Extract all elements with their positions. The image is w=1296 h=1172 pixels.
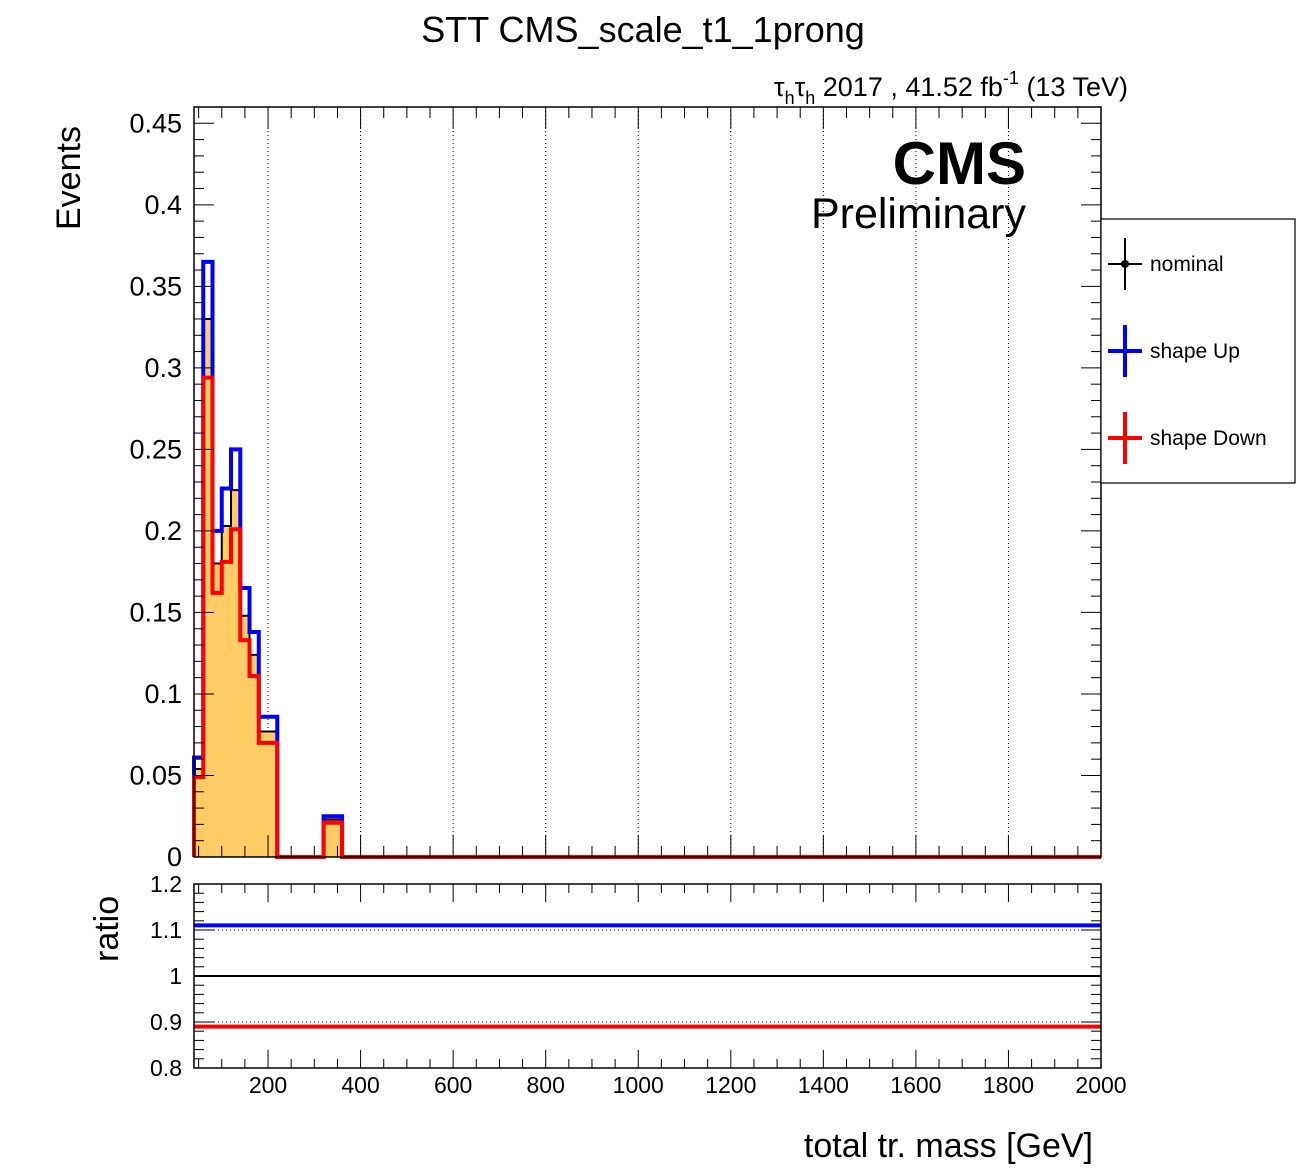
y-tick-label-5: 0.25 (129, 434, 182, 464)
x-tick-label-2: 600 (434, 1072, 472, 1098)
ratio-frame (193, 883, 1102, 1069)
x-tick-label-6: 1400 (798, 1072, 849, 1098)
y-tick-labels: 0 0.05 0.1 0.15 0.2 0.25 0.3 0.35 0.4 0.45 (129, 108, 182, 872)
legend-entry-up: shape Up (1108, 325, 1240, 377)
y-tick-label-6: 0.3 (144, 353, 182, 383)
x-tick-label-7: 1600 (890, 1072, 941, 1098)
upper-grid (267, 107, 1009, 857)
preliminary-label: Preliminary (811, 190, 1027, 238)
ratio-tick-label-4: 1.2 (150, 871, 182, 897)
x-tick-label-9: 2000 (1075, 1072, 1126, 1098)
x-tick-label-1: 400 (341, 1072, 379, 1098)
legend-label-nominal: nominal (1150, 253, 1224, 276)
legend: nominal shape Up shape Down (1100, 218, 1296, 484)
ratio-pad: 0.8 0.9 1 1.1 1.2 200 400 600 800 1000 1200 1400 16… (88, 871, 1127, 1165)
lumi-energy: (13 TeV) (1019, 72, 1128, 102)
x-tick-label-5: 1200 (705, 1072, 756, 1098)
y-tick-label-8: 0.4 (144, 190, 182, 220)
y-tick-label-1: 0.05 (129, 760, 182, 790)
ratio-axis-label: ratio (88, 896, 126, 962)
x-tick-label-4: 1000 (613, 1072, 664, 1098)
histogram-line-nominal (193, 317, 1101, 858)
y-tick-label-3: 0.15 (129, 597, 182, 627)
chart-title: STT CMS_scale_t1_1prong (421, 9, 865, 50)
legend-entry-nominal: nominal (1108, 238, 1224, 290)
y-tick-label-0: 0 (167, 842, 182, 872)
legend-entry-down: shape Down (1108, 412, 1267, 464)
y-tick-label-9: 0.45 (129, 108, 182, 138)
upper-axis-ticks (194, 106, 1102, 858)
y-tick-label-2: 0.1 (144, 679, 182, 709)
legend-marker-nominal-dot (1121, 260, 1129, 268)
tau-symbol-2: τ (795, 72, 806, 102)
tau-subscript-2: h (805, 88, 815, 108)
ratio-tick-label-1: 0.9 (150, 1009, 182, 1035)
histogram-line-down (192, 375, 1101, 859)
y-axis-label: Events (50, 126, 88, 230)
tau-subscript-1: h (785, 88, 795, 108)
x-tick-label-3: 800 (527, 1072, 565, 1098)
lumi-exponent: -1 (1003, 68, 1019, 88)
lumi-text: 2017 , 41.52 fb (815, 72, 1003, 102)
ratio-tick-label-3: 1.1 (150, 917, 182, 943)
x-tick-label-0: 200 (249, 1072, 287, 1098)
ratio-tick-label-2: 1 (169, 963, 182, 989)
x-tick-label-8: 1800 (983, 1072, 1034, 1098)
histogram-line-up (192, 259, 1101, 859)
ratio-lines (194, 923, 1101, 1029)
x-tick-labels: 200 400 600 800 1000 1200 1400 1600 1800 2000 (249, 1072, 1127, 1098)
histogram-fill-nominal (194, 318, 1101, 857)
main-pad: 0 0.05 0.1 0.15 0.2 0.25 0.3 0.35 0.4 0.45 Events… (50, 106, 1102, 872)
ratio-tick-labels: 0.8 0.9 1 1.1 1.2 (150, 871, 182, 1081)
cms-label: CMS (893, 130, 1026, 197)
tau-symbol-1: τ (774, 72, 785, 102)
x-axis-label: total tr. mass [GeV] (804, 1127, 1093, 1165)
legend-label-down: shape Down (1150, 427, 1267, 450)
y-tick-label-7: 0.35 (129, 271, 182, 301)
histograms (192, 259, 1101, 859)
ratio-tick-label-0: 0.8 (150, 1055, 182, 1081)
y-tick-label-4: 0.2 (144, 516, 182, 546)
lumi-label: τhτh 2017 , 41.52 fb-1 (13 TeV) (774, 68, 1128, 108)
legend-label-up: shape Up (1150, 340, 1240, 363)
